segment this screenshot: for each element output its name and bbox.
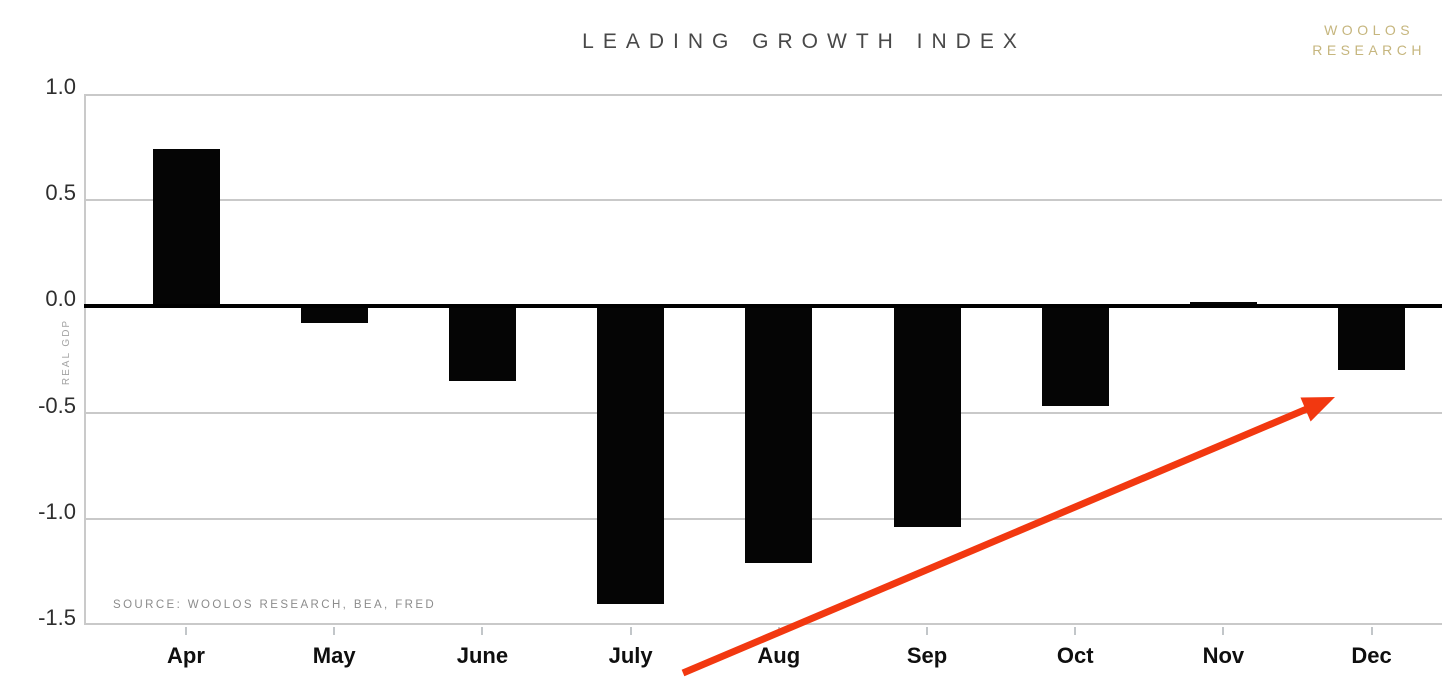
- x-axis-label-june: June: [456, 643, 509, 668]
- bar-july: [597, 306, 665, 604]
- x-axis-label-oct: Oct: [1056, 643, 1094, 668]
- y-tick-label--1.5: -1.5: [38, 605, 76, 630]
- brand-line-2: RESEARCH: [1312, 42, 1426, 58]
- x-tick-may: [333, 627, 336, 635]
- y-axis-line: [84, 94, 86, 625]
- x-axis-label-may: May: [312, 643, 356, 668]
- gridline--1.5: [84, 623, 1442, 625]
- x-axis-label-apr: Apr: [167, 643, 205, 668]
- x-tick-aug: [777, 627, 780, 635]
- brand-logo: WOOLOS RESEARCH: [1312, 20, 1426, 60]
- bar-june: [448, 306, 516, 381]
- gridline-0.5: [84, 199, 1442, 202]
- plot-area: SOURCE: WOOLOS RESEARCH, BEA, FRED: [84, 94, 1442, 625]
- zero-axis-line: [84, 304, 1442, 309]
- x-tick-apr: [185, 627, 187, 635]
- bar-nov: [1189, 302, 1257, 307]
- x-axis-label-nov: Nov: [1202, 643, 1245, 668]
- y-tick-label-0.5: 0.5: [45, 180, 76, 206]
- source-note: SOURCE: WOOLOS RESEARCH, BEA, FRED: [113, 599, 437, 611]
- y-tick-label--1.0: -1.0: [38, 498, 76, 524]
- gridline-1.0: [84, 94, 1442, 96]
- x-tick-july: [629, 627, 632, 635]
- y-tick-label--0.5: -0.5: [38, 392, 76, 418]
- x-tick-oct: [1074, 627, 1077, 635]
- x-axis-label-aug: Aug: [757, 643, 801, 668]
- bar-may: [300, 306, 368, 324]
- chart-title: LEADING GROWTH INDEX: [582, 30, 1026, 53]
- bar-oct: [1041, 306, 1109, 407]
- bar-sep: [893, 306, 961, 528]
- x-tick-june: [481, 627, 484, 635]
- x-axis-label-sep: Sep: [906, 643, 948, 668]
- y-tick-label-1.0: 1.0: [45, 74, 76, 99]
- x-tick-dec: [1370, 627, 1373, 635]
- bar-apr: [152, 149, 220, 307]
- x-tick-sep: [926, 627, 928, 635]
- brand-line-1: WOOLOS: [1324, 22, 1415, 38]
- x-tick-nov: [1222, 627, 1225, 635]
- y-tick-label-0.0: 0.0: [45, 286, 76, 312]
- y-axis-title: REAL GDP: [61, 318, 72, 386]
- x-axis-label-july: July: [608, 643, 653, 668]
- bar-dec: [1338, 306, 1406, 371]
- x-axis-label-dec: Dec: [1351, 643, 1392, 668]
- bar-aug: [745, 306, 813, 564]
